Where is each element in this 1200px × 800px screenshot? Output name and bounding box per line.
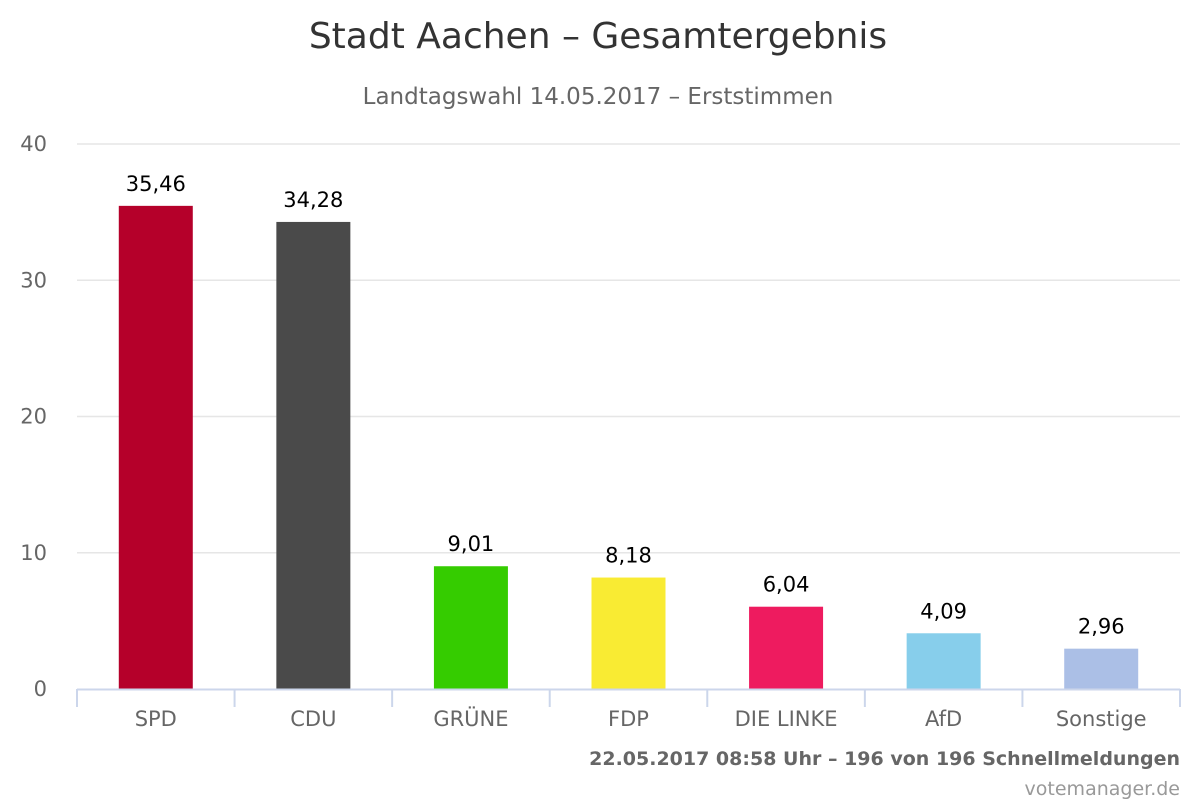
x-tick-label: CDU [290,707,336,731]
bar-spd[interactable] [118,205,193,690]
credit-link[interactable]: votemanager.de [1025,778,1180,800]
bar-cdu[interactable] [276,221,351,689]
x-axis [76,688,1181,707]
data-label: 2,96 [1078,615,1125,639]
data-label: 4,09 [920,599,967,623]
status-footer: 22.05.2017 08:58 Uhr – 196 von 196 Schne… [589,748,1180,770]
y-tick-label: 30 [20,268,47,292]
y-tick-label: 40 [20,132,47,156]
x-tick-label: AfD [925,707,962,731]
y-tick-label: 20 [20,405,47,429]
bar-sonstige[interactable] [1064,648,1139,689]
bars [118,205,1139,690]
x-tick-label: DIE LINKE [735,707,838,731]
x-tick-label: SPD [135,707,177,731]
x-tick-label: GRÜNE [433,706,508,731]
y-tick-label: 10 [20,541,47,565]
bar-afd[interactable] [906,633,981,689]
data-label: 34,28 [283,188,343,212]
x-axis-ticks: SPD CDU GRÜNE FDP DIE LINKE AfD Sonstige [135,706,1147,731]
gridlines [77,143,1180,554]
x-tick-label: Sonstige [1056,707,1147,731]
bar-die-linke[interactable] [749,606,824,689]
data-labels: 35,46 34,28 9,01 8,18 6,04 4,09 2,96 [126,172,1125,639]
y-tick-label: 0 [34,677,47,701]
y-axis-ticks: 0 10 20 30 40 [20,132,47,701]
data-label: 8,18 [605,544,652,568]
data-label: 9,01 [448,532,495,556]
data-label: 35,46 [126,172,186,196]
chart-title: Stadt Aachen – Gesamtergebnis [309,16,887,57]
x-tick-label: FDP [608,707,649,731]
data-label: 6,04 [763,573,810,597]
bar-gr-ne[interactable] [433,566,508,689]
chart-subtitle: Landtagswahl 14.05.2017 – Erststimmen [363,84,834,110]
bar-fdp[interactable] [591,577,666,689]
